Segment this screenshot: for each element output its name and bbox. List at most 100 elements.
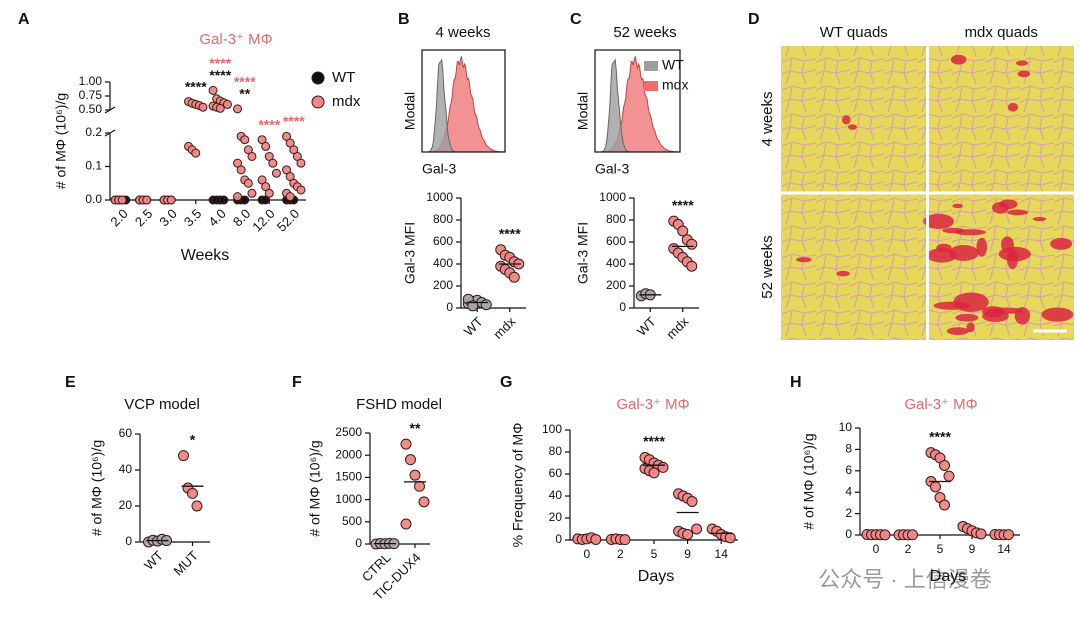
data-point	[677, 225, 689, 237]
data-point	[296, 158, 306, 168]
x-axis-label: Gal-3	[595, 161, 629, 177]
y-tick-label: 0.50	[79, 102, 103, 116]
y-tick-label: 200	[606, 278, 626, 292]
y-tick-label: 40	[549, 488, 563, 502]
data-point	[233, 192, 243, 202]
x-tick-label: 8.0	[230, 206, 253, 229]
fibrosis	[1032, 217, 1047, 222]
data-point	[409, 469, 421, 481]
y-tick-label: 60	[119, 426, 133, 440]
significance: **	[239, 86, 250, 102]
data-point	[233, 104, 243, 114]
data-point	[686, 496, 698, 507]
data-point	[282, 165, 292, 175]
significance: ****	[283, 113, 305, 129]
fibrosis	[948, 245, 979, 261]
data-point	[268, 158, 278, 168]
y-axis-label: # of MΦ (10⁶)/g	[801, 433, 817, 529]
x-tick-label: MUT	[171, 548, 202, 579]
y-tick-label: 2000	[335, 447, 362, 461]
fibrosis	[923, 213, 955, 229]
y-tick-label: 0	[355, 536, 362, 550]
significance: ****	[643, 433, 665, 449]
x-tick-label: 2	[617, 547, 624, 561]
x-tick-label: 0	[583, 547, 590, 561]
y-tick-label: 600	[606, 234, 626, 248]
data-point	[261, 195, 271, 205]
x-axis-label: Gal-3	[422, 161, 456, 177]
y-tick-label: 40	[119, 462, 133, 476]
data-point	[724, 532, 736, 544]
panel-label: C	[570, 11, 582, 28]
x-axis-label: Weeks	[181, 247, 230, 264]
fibrosis	[936, 243, 952, 253]
data-point	[400, 518, 412, 530]
data-point	[243, 178, 253, 188]
fibrosis	[836, 270, 850, 277]
panel-label: H	[790, 374, 802, 391]
data-point	[648, 467, 660, 479]
fibrosis	[1041, 307, 1074, 322]
data-point	[405, 454, 416, 466]
x-tick-label: 12.0	[249, 206, 278, 235]
x-tick-label: 9	[684, 547, 691, 561]
chart-title: Gal-3⁺ MΦ	[199, 31, 272, 48]
x-tick-label: 2.5	[132, 206, 155, 229]
panel-label: D	[748, 11, 760, 28]
histology-image	[928, 46, 1074, 192]
y-tick-label: 6	[845, 463, 852, 477]
data-point	[187, 487, 198, 499]
y-axis-label: Gal-3 MFI	[575, 222, 591, 284]
y-tick-label: 0	[845, 527, 852, 541]
data-point	[198, 102, 208, 112]
data-point	[240, 135, 250, 145]
y-tick-label: 20	[119, 498, 133, 512]
data-point	[261, 182, 271, 192]
chart-title: 52 weeks	[613, 24, 676, 41]
x-axis-label: Days	[930, 568, 966, 585]
column-label: WT quads	[820, 24, 888, 41]
y-tick-label: 80	[549, 444, 563, 458]
legend-swatch	[644, 81, 658, 91]
panel-label: A	[18, 11, 30, 28]
chart-title: Gal-3⁺ MΦ	[616, 396, 689, 413]
y-tick-label: 600	[433, 234, 453, 248]
x-tick-label: mdx	[663, 314, 691, 342]
chart-title: Gal-3⁺ MΦ	[904, 396, 977, 413]
data-point	[657, 461, 669, 473]
fibrosis	[1007, 249, 1018, 270]
plot-frame	[421, 49, 506, 153]
y-tick-label: 0.75	[79, 88, 103, 102]
fibrosis	[1015, 60, 1028, 66]
histology-image	[781, 194, 927, 340]
x-tick-label: 14	[715, 547, 729, 561]
x-tick-label: WT	[634, 314, 659, 339]
x-axis-label: Days	[638, 568, 674, 585]
y-tick-label: 20	[549, 510, 563, 524]
fibrosis	[841, 115, 851, 125]
data-point	[271, 168, 281, 178]
significance: ****	[499, 225, 521, 241]
panel-label: B	[398, 11, 410, 28]
fibrosis	[966, 322, 975, 333]
fibrosis	[1007, 209, 1029, 216]
x-tick-label: 52.0	[274, 206, 303, 235]
data-point	[879, 529, 891, 541]
y-tick-label: 1000	[426, 190, 453, 204]
data-point	[975, 528, 987, 540]
y-axis-label: Modal	[402, 92, 418, 130]
y-tick-label: 8	[845, 442, 852, 456]
data-point	[930, 481, 941, 493]
data-point	[166, 195, 176, 205]
plot-frame	[594, 49, 681, 153]
data-point	[418, 496, 430, 508]
significance: ****	[258, 116, 280, 132]
data-point	[208, 85, 218, 95]
data-point	[191, 500, 203, 512]
y-tick-label: 800	[606, 212, 626, 226]
fibrosis	[991, 201, 1009, 214]
y-tick-label: 4	[845, 484, 852, 498]
row-label: 4 weeks	[759, 91, 776, 146]
y-axis-label: Modal	[575, 92, 591, 130]
